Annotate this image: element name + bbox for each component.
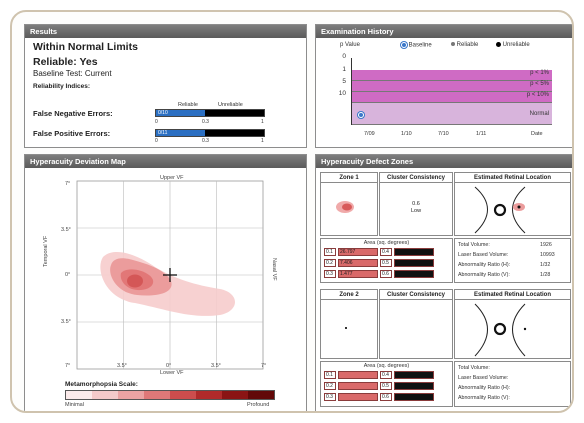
zone1-area-row-3: 0.3 1.477 0.6 [324,270,434,278]
fp-tick-0: 0 [155,138,158,144]
scale-swatch-7 [222,391,248,399]
false-negative-value: 0/10 [158,110,168,116]
temporal-vf-label: Temporal VF [43,235,49,267]
deviation-map-header: Hyperacuity Deviation Map [25,155,306,168]
zone1-volume-cell: Total Volume: 1926 Laser Based Volume: 1… [454,238,571,283]
baseline-dot-icon [401,42,407,48]
band-normal: Normal [351,103,552,125]
x-tick-2: 1/10 [401,131,412,137]
zone2-area-row-3: 0.3 0.6 [324,393,434,401]
false-positive-reliable-zone [156,130,205,136]
fp-tick-b: 1 [261,138,264,144]
baseline-point [358,112,364,118]
zone2-point [345,327,347,329]
col-reliable: Reliable [178,102,198,108]
col-unreliable: Unreliable [218,102,243,108]
false-negative-bar: 0/10 [155,109,265,117]
status-text: Within Normal Limits [33,41,138,53]
x-tick-4: 1/11 [476,131,487,137]
unreliable-dot-icon [496,42,501,47]
history-header: Examination History [316,25,572,38]
band-p1: p < 1% [351,70,552,81]
false-negative-reliable-zone [156,110,205,116]
x-axis-title: Date [531,131,543,137]
zone1-consistency-value: 0.6 [412,201,420,207]
x-tick-3: 7/10 [438,131,449,137]
reliable-dot-icon [451,42,455,47]
false-positive-value: 0/11 [158,130,168,136]
reliability-title: Reliability Indices: [33,83,91,90]
zone1-consistency-word: Low [410,208,422,214]
legend-baseline: Baseline [401,42,432,49]
zone2-retina-cell: Estimated Retinal Location [454,289,571,359]
zone1-area-row-1: 0.1 26.797 0.4 [324,248,434,256]
legend-reliable: Reliable [451,42,478,48]
p-value-axis-title: p Value [340,42,360,48]
band-p10: p < 10% [351,92,552,103]
false-negative-label: False Negative Errors: [33,109,113,118]
false-positive-label: False Positive Errors: [33,129,111,138]
x-tick-end: 7° [261,363,267,369]
y-tick-lower: 3.5° [61,319,71,325]
scale-title: Metamorphopsia Scale: [65,381,138,388]
x-tick-1: 7/09 [364,131,375,137]
band-p5: p < 5% [351,81,552,92]
zone2-area-row-2: 0.2 0.5 [324,382,434,390]
scale-swatch-6 [196,391,222,399]
y-tick-bottom: 7° [65,363,71,369]
lower-vf-label: Lower VF [160,370,184,376]
y-tick-1: 1 [342,66,346,73]
x-tick-left: 3.5° [117,363,127,369]
defect-zones-header: Hyperacuity Defect Zones [316,155,572,168]
fp-tick-a: 0.3 [202,138,209,144]
scale-min-label: Minimal [65,402,84,408]
scale-max-label: Profound [247,402,270,408]
y-tick-0: 0 [342,53,346,60]
zone2-retina-diagram [474,303,527,357]
report-frame: Results Within Normal Limits Reliable: Y… [10,10,574,413]
history-y-axis [351,58,352,125]
y-tick-10: 10 [338,90,346,97]
zone2-map-cell: Zone 2 [320,289,378,359]
zone1-thumbnail [336,201,354,213]
zone2-area-cell: Area (sq. degrees) 0.1 0.4 0.2 0.5 0.3 0… [320,361,453,407]
zone1-area-cell: Area (sq. degrees) 0.1 26.797 0.4 0.2 7.… [320,238,453,283]
scale-swatch-4 [144,391,170,399]
zone2-volume-cell: Total Volume: Laser Based Volume: Abnorm… [454,361,571,407]
scale-swatch-3 [118,391,144,399]
metamorphopsia-scale [65,390,275,400]
y-tick-mid: 0° [65,272,71,278]
nasal-vf-label: Nasal VF [271,258,277,281]
y-tick-upper: 3.5° [61,227,71,233]
deviation-map-plot [76,180,264,370]
scale-swatch-1 [66,391,92,399]
results-panel: Results Within Normal Limits Reliable: Y… [24,24,307,148]
fn-tick-a: 0.3 [202,119,209,125]
zone1-retina-diagram [474,186,526,234]
false-positive-bar: 0/11 [155,129,265,137]
history-panel: Examination History p Value Baseline Rel… [315,24,572,148]
x-tick-mid: 0° [166,363,172,369]
zone1-area-row-2: 0.2 7.406 0.5 [324,259,434,267]
legend-unreliable: Unreliable [496,42,530,48]
x-tick-right: 3.5° [211,363,221,369]
zone1-retina-cell: Estimated Retinal Location [454,172,571,236]
zone1-map-cell: Zone 1 [320,172,378,236]
y-tick-top: 7° [65,181,71,187]
scale-swatch-2 [92,391,118,399]
y-tick-5: 5 [342,78,346,85]
baseline-text: Baseline Test: Current [33,69,112,78]
reliable-text: Reliable: Yes [33,56,98,68]
deviation-map-panel: Hyperacuity Deviation Map Upper VF Lower… [24,154,307,411]
results-header: Results [25,25,306,38]
zone2-area-row-1: 0.1 0.4 [324,371,434,379]
upper-vf-label: Upper VF [160,175,184,181]
scale-swatch-5 [170,391,196,399]
zone2-consistency-cell: Cluster Consistency [379,289,453,359]
fn-tick-b: 1 [261,119,264,125]
fn-tick-0: 0 [155,119,158,125]
scale-swatch-8 [248,391,274,399]
defect-zones-panel: Hyperacuity Defect Zones Zone 1 Cluster … [315,154,572,411]
zone1-consistency-cell: Cluster Consistency 0.6 Low [379,172,453,236]
